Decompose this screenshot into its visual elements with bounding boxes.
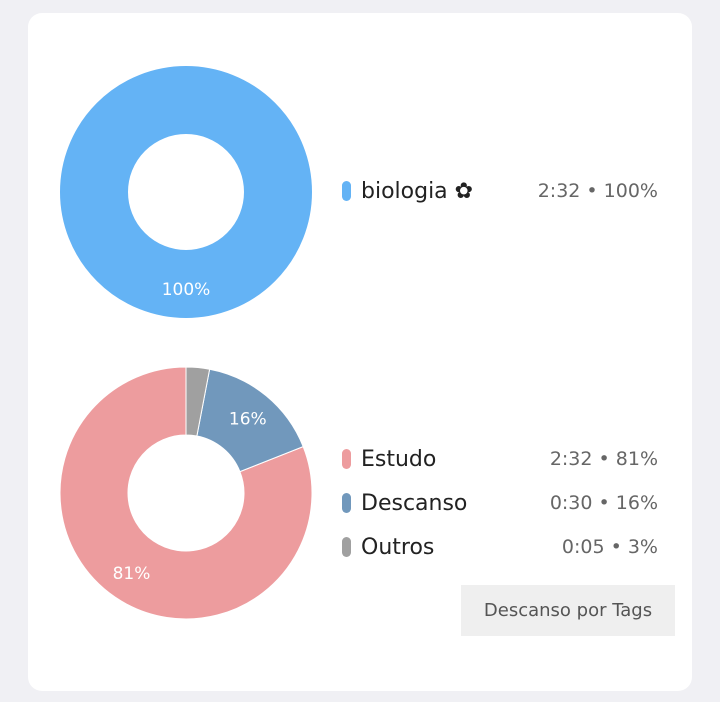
legend-swatch bbox=[342, 181, 351, 201]
donut-1-slice-biologia bbox=[60, 66, 312, 318]
legend-swatch bbox=[342, 449, 351, 469]
legend-value: 0:05 • 3% bbox=[561, 536, 658, 558]
legend-value: 2:32 • 81% bbox=[549, 448, 658, 470]
donut-2-data-label: 81% bbox=[113, 564, 151, 584]
descanso-por-tags-button[interactable]: Descanso por Tags bbox=[461, 585, 675, 636]
legend-item-descanso[interactable]: Descanso 0:30 • 16% bbox=[342, 488, 658, 518]
legend-item-biologia[interactable]: biologia ✿ 2:32 • 100% bbox=[342, 176, 658, 206]
donut-2-slice-outros bbox=[185, 366, 211, 437]
activity-donut-chart: 81% 16% bbox=[59, 366, 313, 620]
legend-label: Estudo bbox=[361, 446, 437, 472]
donut-1-data-label: 100% bbox=[162, 280, 211, 300]
donut-2-data-label: 16% bbox=[229, 409, 267, 429]
tags-donut-chart: 100% bbox=[60, 66, 312, 318]
legend-swatch bbox=[342, 493, 351, 513]
donut-2-slice-estudo bbox=[59, 366, 313, 620]
legend-label: biologia ✿ bbox=[361, 178, 474, 204]
legend-item-outros[interactable]: Outros 0:05 • 3% bbox=[342, 532, 658, 562]
legend-value: 0:30 • 16% bbox=[549, 492, 658, 514]
legend-value: 2:32 • 100% bbox=[537, 180, 658, 202]
legend-swatch bbox=[342, 537, 351, 557]
legend-label: Outros bbox=[361, 534, 435, 560]
legend-item-estudo[interactable]: Estudo 2:32 • 81% bbox=[342, 444, 658, 474]
legend-label: Descanso bbox=[361, 490, 468, 516]
